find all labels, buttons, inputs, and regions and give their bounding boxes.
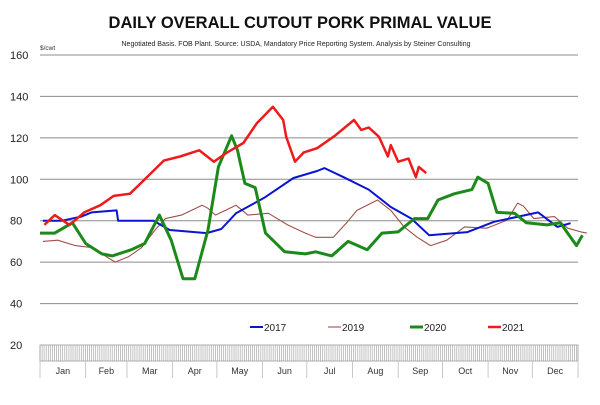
x-tick-label-feb: Feb — [99, 366, 115, 376]
x-tick-label-dec: Dec — [547, 366, 564, 376]
x-tick-label-mar: Mar — [142, 366, 158, 376]
x-tick-label-nov: Nov — [502, 366, 519, 376]
y-tick-label: 140 — [10, 91, 28, 103]
legend-label-2021: 2021 — [502, 323, 525, 334]
y-tick-label: 120 — [10, 133, 28, 145]
y-tick-label: 160 — [10, 50, 28, 62]
x-tick-label-oct: Oct — [458, 366, 473, 376]
y-tick-label: 60 — [10, 257, 22, 269]
series-line-2021 — [43, 105, 428, 227]
x-tick-label-sep: Sep — [412, 366, 428, 376]
chart-title: DAILY OVERALL CUTOUT PORK PRIMAL VALUE — [109, 14, 492, 32]
legend-label-2019: 2019 — [342, 323, 365, 334]
y-tick-label: 40 — [10, 299, 22, 311]
x-tick-label-aug: Aug — [367, 366, 383, 376]
x-tick-label-jul: Jul — [324, 366, 336, 376]
series-lines — [40, 105, 587, 281]
x-tick-label-apr: Apr — [188, 366, 202, 376]
y-tick-label: 100 — [10, 174, 28, 186]
series-line-2017 — [42, 167, 571, 237]
legend-label-2017: 2017 — [264, 323, 287, 334]
series-line-2020 — [40, 134, 584, 281]
gridlines — [40, 54, 578, 305]
chart-subtitle: Negotiated Basis. FOB Plant. Source: USD… — [122, 41, 471, 48]
x-tick-label-jan: Jan — [56, 366, 71, 376]
y-tick-label: 80 — [10, 216, 22, 228]
x-tick-label-may: May — [231, 366, 249, 376]
x-axis: Jan Feb Mar Apr May Jun Jul Aug Sep Oct Nov Dec — [39, 344, 579, 378]
y-axis-unit-label: $/cwt — [40, 45, 55, 52]
x-axis-day-ticks — [39, 345, 577, 361]
y-tick-label: 20 — [10, 340, 22, 352]
legend-label-2020: 2020 — [424, 323, 447, 334]
legend: 2017 2019 2020 2021 — [250, 323, 525, 334]
x-tick-label-jun: Jun — [277, 366, 292, 376]
y-axis-tick-labels: 160 140 120 100 80 60 40 20 — [10, 50, 28, 352]
